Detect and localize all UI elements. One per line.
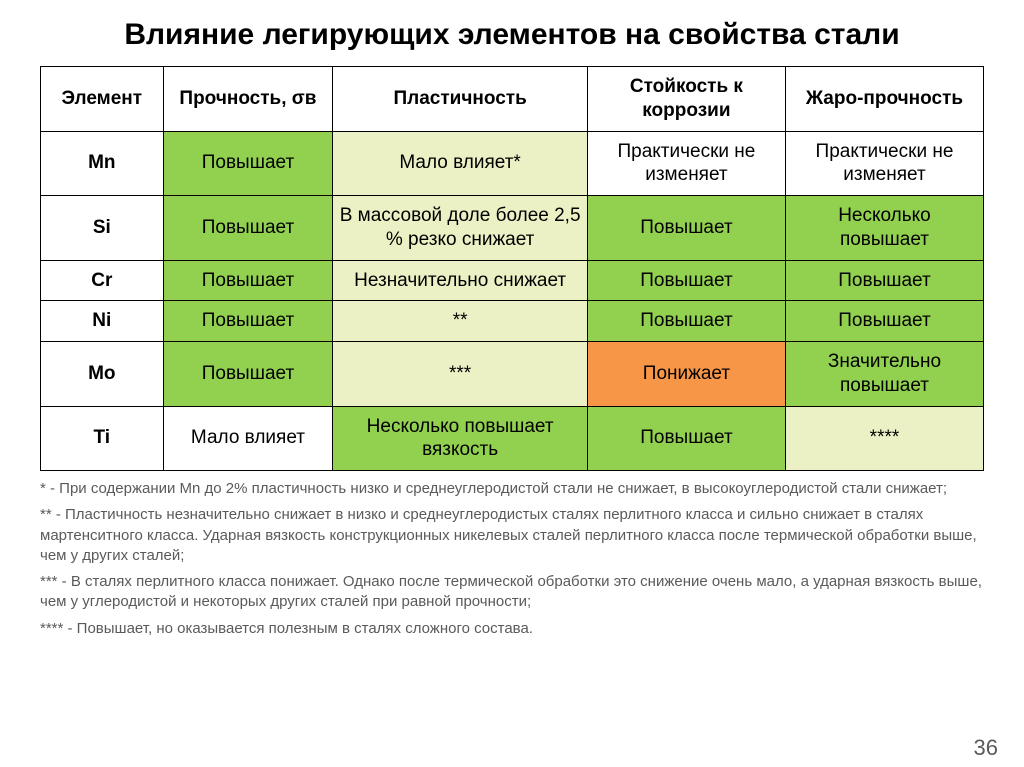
col-header-plasticity: Пластичность: [333, 67, 588, 132]
effect-cell: ****: [785, 406, 983, 471]
row-element-label: Ni: [41, 301, 164, 342]
table-row: TiМало влияетНесколько повышает вязкость…: [41, 406, 984, 471]
page-title: Влияние легирующих элементов на свойства…: [40, 18, 984, 52]
col-header-corrosion: Стойкость к коррозии: [587, 67, 785, 132]
page-number: 36: [974, 735, 998, 761]
effect-cell: Повышает: [587, 196, 785, 261]
effect-cell: Повышает: [163, 196, 333, 261]
effect-cell: В массовой доле более 2,5 % резко снижае…: [333, 196, 588, 261]
effect-cell: Повышает: [163, 260, 333, 301]
row-element-label: Mn: [41, 131, 164, 196]
effect-cell: Повышает: [785, 260, 983, 301]
effect-cell: Повышает: [587, 301, 785, 342]
effect-cell: Повышает: [587, 406, 785, 471]
table-row: NiПовышает**ПовышаетПовышает: [41, 301, 984, 342]
table-row: SiПовышаетВ массовой доле более 2,5 % ре…: [41, 196, 984, 261]
effect-cell: Повышает: [163, 131, 333, 196]
effect-cell: Понижает: [587, 342, 785, 407]
effect-cell: Мало влияет: [163, 406, 333, 471]
row-element-label: Si: [41, 196, 164, 261]
col-header-heat: Жаро-прочность: [785, 67, 983, 132]
row-element-label: Mo: [41, 342, 164, 407]
effect-cell: Повышает: [163, 301, 333, 342]
effect-cell: Незначительно снижает: [333, 260, 588, 301]
effect-cell: Практически не изменяет: [785, 131, 983, 196]
table-header-row: Элемент Прочность, σв Пластичность Стойк…: [41, 67, 984, 132]
table-row: MoПовышает***ПонижаетЗначительно повышае…: [41, 342, 984, 407]
effect-cell: Несколько повышает: [785, 196, 983, 261]
footnote-4: **** - Повышает, но оказывается полезным…: [40, 619, 984, 639]
row-element-label: Cr: [41, 260, 164, 301]
footnote-3: *** - В сталях перлитного класса понижае…: [40, 572, 984, 613]
effect-cell: Повышает: [587, 260, 785, 301]
footnote-2: ** - Пластичность незначительно снижает …: [40, 505, 984, 566]
table-body: MnПовышаетМало влияет*Практически не изм…: [41, 131, 984, 471]
effect-cell: Мало влияет*: [333, 131, 588, 196]
effect-cell: Повышает: [785, 301, 983, 342]
table-row: CrПовышаетНезначительно снижаетПовышаетП…: [41, 260, 984, 301]
effect-cell: Несколько повышает вязкость: [333, 406, 588, 471]
effect-cell: ***: [333, 342, 588, 407]
col-header-strength: Прочность, σв: [163, 67, 333, 132]
effects-table: Элемент Прочность, σв Пластичность Стойк…: [40, 66, 984, 471]
effect-cell: Значительно повышает: [785, 342, 983, 407]
footnote-1: * - При содержании Mn до 2% пластичность…: [40, 479, 984, 499]
effect-cell: Практически не изменяет: [587, 131, 785, 196]
col-header-element: Элемент: [41, 67, 164, 132]
table-row: MnПовышаетМало влияет*Практически не изм…: [41, 131, 984, 196]
effect-cell: **: [333, 301, 588, 342]
effect-cell: Повышает: [163, 342, 333, 407]
footnotes: * - При содержании Mn до 2% пластичность…: [40, 479, 984, 639]
row-element-label: Ti: [41, 406, 164, 471]
